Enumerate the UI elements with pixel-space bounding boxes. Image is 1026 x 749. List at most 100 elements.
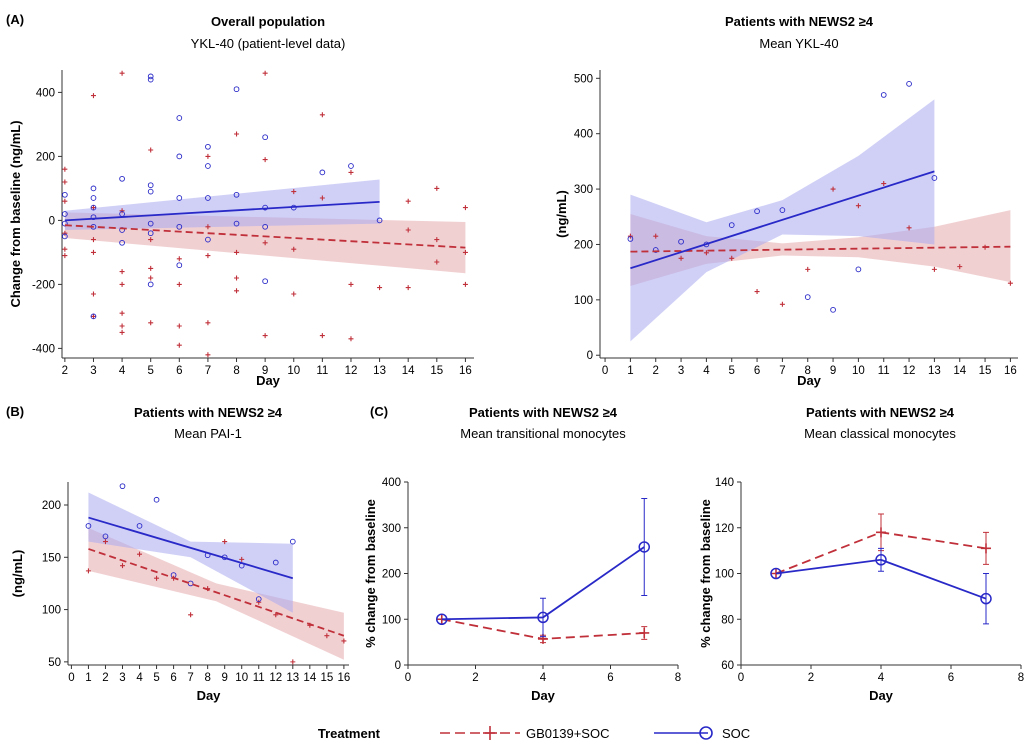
x-tick-label: 2 [808,672,814,684]
x-tick-label: 16 [1004,365,1017,377]
x-axis-label: Day [197,688,222,703]
y-tick-label: 0 [49,215,55,227]
data-point-gb0139-soc [119,281,125,287]
data-point-gb0139-soc [62,198,68,204]
data-point-soc [90,185,97,192]
x-tick-label: 14 [402,365,415,377]
data-point-gb0139-soc [262,70,268,76]
x-tick-label: 3 [90,365,96,377]
data-point-gb0139-soc [855,203,861,209]
y-tick-label: 0 [395,660,401,672]
chart-overall-ykl40: Overall population YKL-40 (patient-level … [8,14,474,388]
panel-letter-b: (B) [6,404,24,419]
marker-soc [875,554,887,566]
data-point-soc [147,76,154,83]
data-point-soc [176,115,183,121]
x-tick-label: 12 [269,672,282,684]
data-point-gb0139-soc [957,264,963,270]
x-tick-label: 4 [136,672,143,684]
data-point-gb0139-soc [779,301,785,307]
data-point-gb0139-soc [119,310,125,316]
x-tick-label: 7 [205,365,211,377]
data-point-soc [153,496,160,503]
data-point-soc [147,281,154,288]
data-point-soc [205,195,211,201]
data-point-gb0139-soc [754,289,760,295]
data-point-soc [85,523,92,529]
x-axis-label: Day [531,688,556,703]
data-point-gb0139-soc [805,266,811,272]
y-tick-label: 100 [715,569,734,581]
data-point-soc [262,223,268,230]
confidence-band-gb0139-soc [88,528,344,660]
data-point-soc [830,306,836,313]
y-tick-label: 200 [36,151,55,163]
chart-subtitle: YKL-40 (patient-level data) [191,36,346,51]
data-point-soc [931,175,938,181]
x-tick-label: 5 [729,365,735,377]
marker-soc [537,611,549,624]
y-tick-label: 80 [721,614,734,626]
y-tick-label: 50 [48,657,61,669]
chart-subtitle: Mean transitional monocytes [460,426,626,441]
data-point-soc [855,266,862,273]
x-tick-label: 6 [176,365,182,377]
data-point-gb0139-soc [119,208,125,214]
data-point-gb0139-soc [62,253,68,259]
data-point-gb0139-soc [462,281,468,287]
x-tick-label: 0 [602,365,608,377]
data-point-soc [147,182,154,189]
data-point-soc [119,483,126,490]
data-point-soc [728,222,735,228]
marker-soc [770,567,782,580]
data-point-gb0139-soc [348,281,354,287]
error-bar-soc [983,573,989,625]
x-tick-label: 0 [405,672,411,684]
x-tick-label: 16 [459,365,472,377]
data-point-soc [147,230,154,237]
x-tick-label: 16 [337,672,350,684]
x-axis-label: Day [797,373,822,388]
data-point-soc [119,239,125,246]
x-tick-label: 5 [153,672,159,684]
data-point-soc [176,195,183,201]
x-tick-label: 8 [1018,672,1024,684]
y-tick-label: 200 [382,569,401,581]
data-point-gb0139-soc [148,147,154,153]
y-tick-label: 400 [574,129,593,141]
x-tick-label: 15 [320,672,333,684]
x-tick-label: 8 [204,672,210,684]
trend-line-soc [64,200,380,222]
x-tick-label: 11 [316,365,328,377]
marker-gb0139-soc [981,543,991,554]
x-tick-label: 4 [119,365,126,377]
data-point-gb0139-soc [291,246,297,252]
data-point-gb0139-soc [205,320,211,326]
data-point-gb0139-soc [205,253,211,259]
data-point-soc [262,134,268,141]
x-tick-label: 2 [62,365,68,377]
trend-line-soc [630,170,935,270]
x-tick-label: 6 [754,365,760,377]
x-tick-label: 13 [373,365,386,377]
data-point-soc [147,73,154,80]
data-point-gb0139-soc [462,249,468,255]
data-point-gb0139-soc [434,237,440,243]
x-tick-label: 0 [738,672,744,684]
chart-subtitle: Mean PAI-1 [174,426,242,441]
data-point-soc [348,163,354,169]
x-tick-label: 6 [948,672,954,684]
data-point-gb0139-soc [90,291,96,297]
data-point-soc [233,86,240,93]
error-bar-soc [878,547,884,572]
y-tick-label: 100 [574,295,593,307]
data-point-gb0139-soc [234,275,240,281]
data-point-gb0139-soc [931,266,937,272]
data-point-gb0139-soc [405,285,411,291]
data-point-soc [205,236,211,243]
data-point-soc [233,191,240,198]
y-tick-label: 140 [715,477,734,489]
x-tick-label: 9 [221,672,227,684]
data-point-gb0139-soc [234,249,240,255]
